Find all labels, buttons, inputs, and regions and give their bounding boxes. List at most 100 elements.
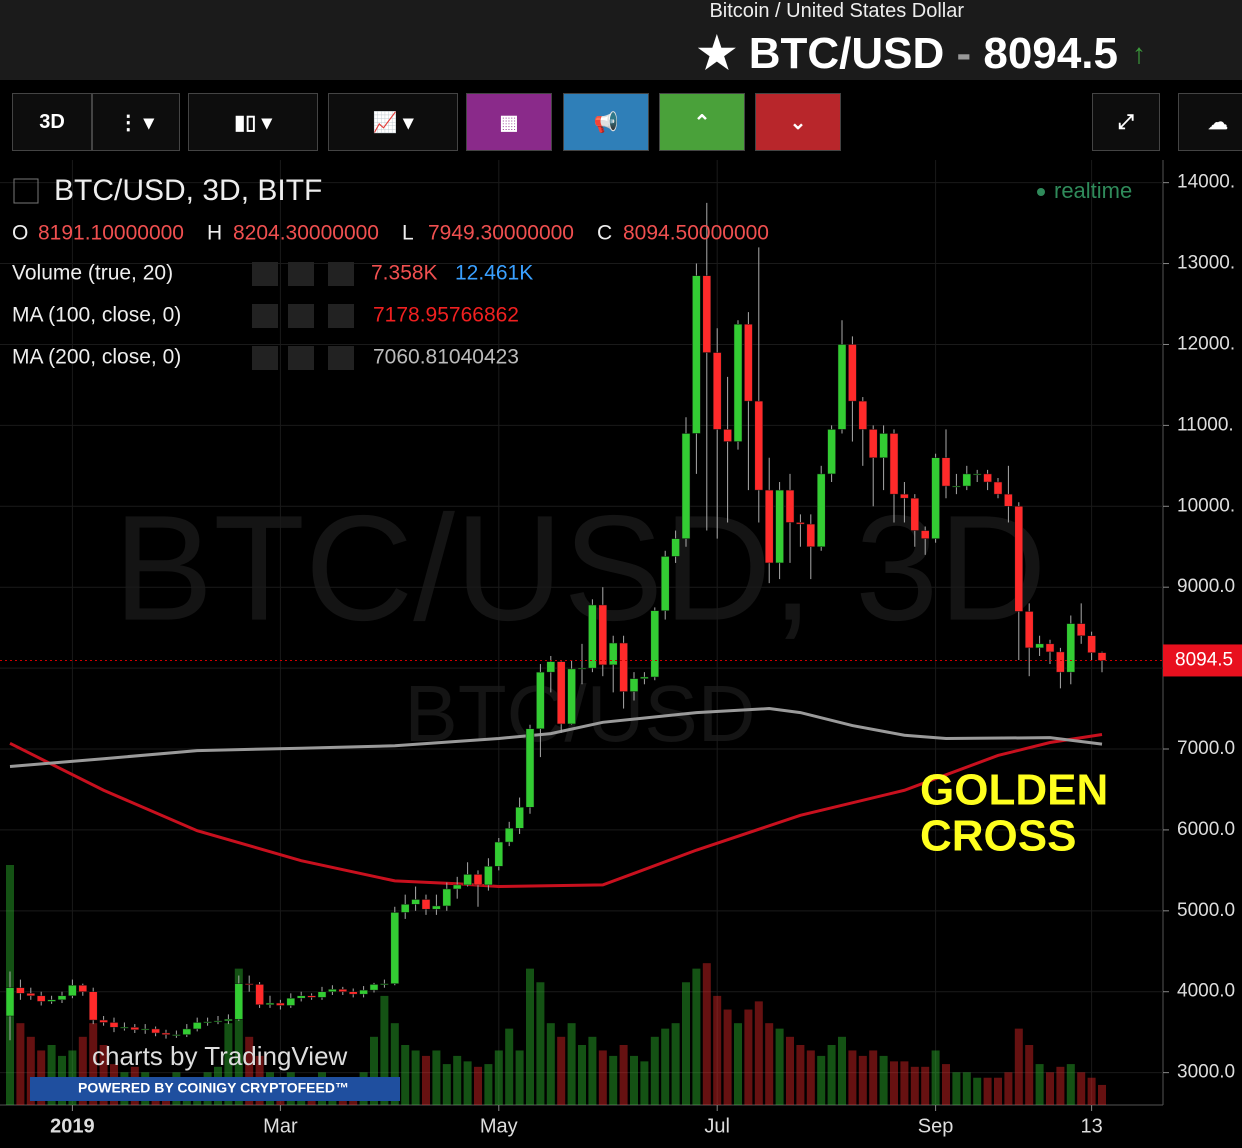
candle-body	[660, 556, 670, 611]
x-tick-label: 2019	[50, 1115, 95, 1137]
candle-body	[317, 991, 327, 998]
volume-bar	[869, 1050, 878, 1105]
volume-bar	[1056, 1066, 1065, 1105]
branding-small: POWERED BY COINIGY CRYPTOFEED™	[78, 1080, 349, 1096]
sell-button[interactable]: ⌄	[755, 93, 841, 151]
candle-body	[359, 989, 368, 995]
legend-icon	[328, 346, 354, 370]
candle-body	[681, 433, 691, 539]
ohlc-value: 7949.30000000	[428, 222, 574, 245]
candle-body	[1087, 635, 1096, 653]
symbol: BTC/USD	[748, 29, 945, 78]
candle-body	[99, 1019, 108, 1023]
candle-body	[172, 1034, 181, 1036]
candle-body	[754, 400, 764, 491]
chart-type[interactable]: ▮▯ ▾	[188, 93, 318, 151]
volume-bar	[630, 1055, 638, 1105]
candle-body	[515, 807, 524, 829]
candle-body	[608, 642, 618, 666]
volume-bar	[890, 1061, 898, 1105]
symbol-price: ★ BTC/USD - 8094.5	[697, 29, 1118, 78]
candle-body	[972, 473, 982, 476]
candle-body	[36, 995, 46, 1002]
volume-bar	[775, 1028, 784, 1105]
candle-body	[1024, 611, 1034, 649]
candle-body	[702, 275, 712, 353]
interval-menu[interactable]: ⋮ ▾	[92, 93, 180, 151]
candle-body	[224, 1018, 233, 1022]
candle-body	[130, 1027, 140, 1031]
candle-body	[369, 984, 379, 991]
volume-bar	[827, 1045, 836, 1105]
x-tick-label: May	[480, 1115, 518, 1137]
separator: -	[956, 29, 972, 78]
volume-bar	[390, 1023, 399, 1105]
last-price-label: 8094.5	[1175, 649, 1233, 670]
candle-body	[536, 671, 545, 730]
candle-body	[234, 983, 244, 1020]
volume-bar	[453, 1055, 462, 1105]
candle-body	[78, 985, 88, 992]
volume-bar	[858, 1055, 867, 1105]
volume-bar	[713, 995, 722, 1105]
candle-body	[390, 912, 400, 984]
cube-button[interactable]: ▦	[466, 93, 552, 151]
volume-bar	[494, 1050, 503, 1105]
candle-body	[151, 1028, 160, 1034]
volume-bar	[78, 1036, 87, 1105]
y-tick-label: 7000.0	[1177, 738, 1235, 759]
announce-button[interactable]: 📢	[563, 93, 649, 151]
candle-body	[733, 323, 743, 442]
candle-body	[619, 642, 628, 692]
candle-body	[785, 489, 795, 523]
ma-value: 7060.81040423	[373, 346, 519, 369]
annotation: CROSS	[920, 812, 1076, 861]
legend-icon	[252, 346, 278, 370]
volume-bar	[578, 1045, 586, 1105]
candle-body	[692, 275, 701, 434]
candle-body	[1056, 651, 1065, 673]
fullscreen-button[interactable]: ⤢	[1092, 93, 1160, 151]
candle-body	[88, 991, 98, 1021]
candle-body	[494, 841, 504, 867]
cloud-button[interactable]: ☁	[1178, 93, 1242, 151]
legend-icon	[252, 304, 278, 328]
volume-bar	[692, 968, 701, 1105]
watermark: BTC/USD, 3D	[113, 484, 1046, 652]
volume-bar	[671, 1023, 680, 1105]
candle-body	[442, 888, 452, 907]
volume-bar	[411, 1050, 420, 1105]
legend-icon	[288, 346, 314, 370]
ohlc-value: 8204.30000000	[233, 222, 379, 245]
volume-bar	[661, 1028, 670, 1105]
volume-bar	[962, 1072, 971, 1105]
volume-bar	[640, 1061, 649, 1105]
volume-bar	[1066, 1064, 1075, 1105]
volume-bar	[817, 1055, 826, 1105]
indicators[interactable]: 📈 ▾	[328, 93, 458, 151]
volume-bar	[234, 968, 243, 1105]
volume-bar	[598, 1050, 607, 1105]
legend-title: BTC/USD, 3D, BITF	[54, 174, 322, 207]
volume-bar	[754, 1001, 763, 1105]
ohlc-key: C	[597, 222, 612, 245]
header: Bitcoin / United States Dollar ★ BTC/USD…	[0, 0, 1242, 80]
ohlc-key: O	[12, 222, 28, 245]
candle-body	[1004, 493, 1013, 507]
legend-icon	[288, 262, 314, 286]
volume-bar	[765, 1023, 774, 1105]
volume-bar	[99, 1045, 108, 1105]
candle-body	[629, 678, 639, 692]
ma-legend: MA (100, close, 0)	[12, 304, 181, 327]
volume-bar	[47, 1045, 56, 1105]
candle-body	[712, 352, 722, 430]
volume-bar	[682, 982, 690, 1105]
ohlc-value: 8094.50000000	[623, 222, 769, 245]
interval-button[interactable]: 3D	[12, 93, 92, 151]
candle-body	[213, 1020, 223, 1023]
volume-bar	[432, 1050, 441, 1105]
buy-button[interactable]: ⌃	[659, 93, 745, 151]
y-tick-label: 4000.0	[1177, 981, 1235, 1002]
y-tick-label: 10000.	[1177, 495, 1235, 516]
